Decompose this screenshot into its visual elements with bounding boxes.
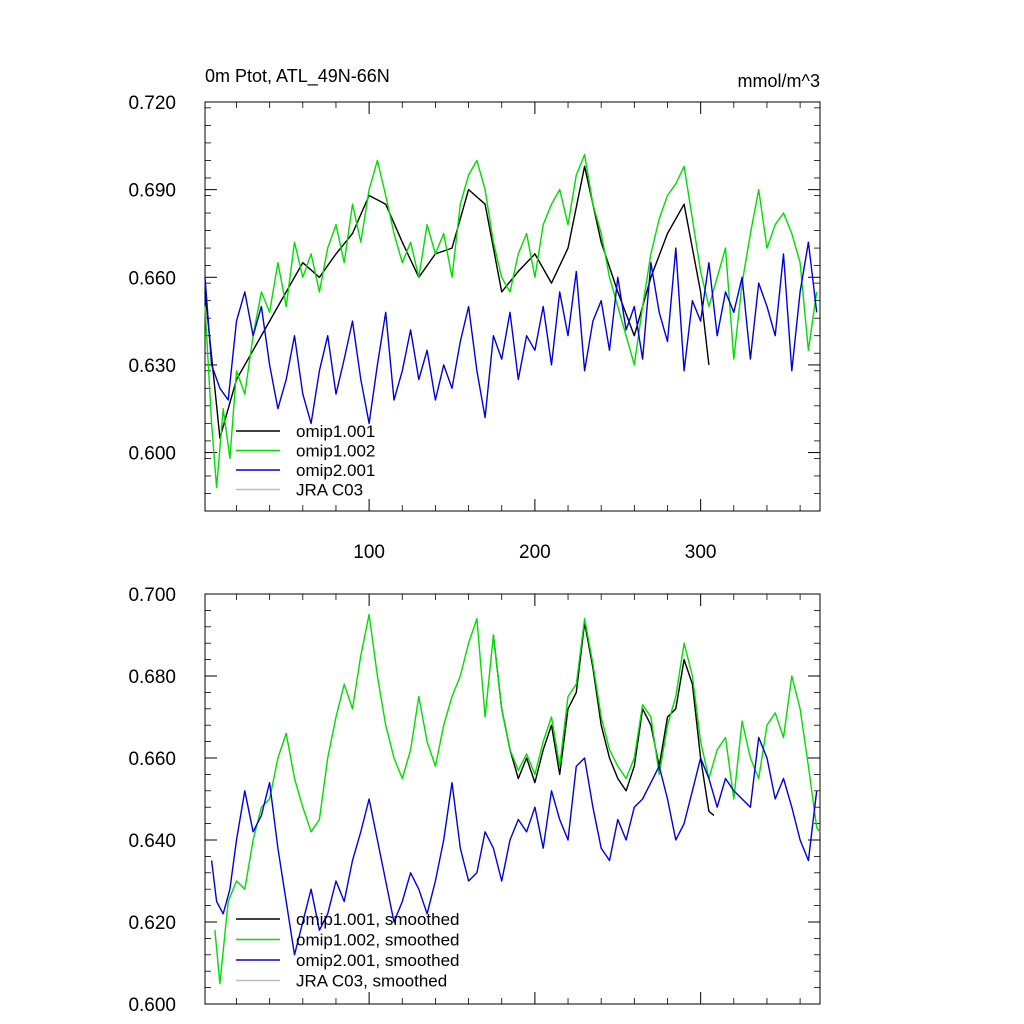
plot-frame — [204, 593, 821, 1005]
y-tick-label: 0.700 — [128, 585, 176, 606]
top-panel: 0m Ptot, ATL_49N-66N mmol/m^3 0.600 0.630… — [128, 66, 821, 563]
legend-label: omip1.002, smoothed — [296, 931, 460, 950]
legend-label: JRA C03 — [296, 481, 363, 500]
bottom-panel: 0.600 0.620 0.640 0.660 0.680 0.700 omip1.001,… — [128, 585, 821, 1016]
top-panel-title: 0m Ptot, ATL_49N-66N — [205, 66, 390, 87]
y-tick-label: 0.630 — [128, 356, 176, 377]
legend-label: omip2.001, smoothed — [296, 951, 460, 970]
legend-label: omip1.001 — [296, 422, 375, 441]
y-tick-label: 0.680 — [128, 667, 176, 688]
x-tick-label: 300 — [685, 542, 717, 563]
legend-label: omip2.001 — [296, 461, 375, 480]
top-panel-units: mmol/m^3 — [738, 71, 820, 91]
series-line-omip1-001-smoothed — [492, 622, 715, 816]
series-line-omip2-001 — [204, 241, 818, 425]
x-tick-label: 100 — [353, 542, 385, 563]
y-tick-label: 0.690 — [128, 181, 176, 202]
legend-label: omip1.002 — [296, 442, 375, 461]
legend-label: omip1.001, smoothed — [296, 910, 460, 929]
y-tick-label: 0.620 — [128, 913, 176, 934]
y-tick-label: 0.660 — [128, 749, 176, 770]
y-tick-label: 0.600 — [128, 995, 176, 1016]
y-tick-label: 0.600 — [128, 444, 176, 465]
series-line-omip1-002-smoothed — [214, 613, 821, 985]
y-tick-label: 0.660 — [128, 268, 176, 289]
y-tick-label: 0.640 — [128, 831, 176, 852]
series-line-omip1-002 — [204, 153, 818, 489]
y-tick-label: 0.720 — [128, 93, 176, 114]
series-line-omip2-001-smoothed — [210, 736, 818, 956]
x-tick-label: 200 — [519, 542, 551, 563]
legend-label: JRA C03, smoothed — [296, 972, 447, 991]
